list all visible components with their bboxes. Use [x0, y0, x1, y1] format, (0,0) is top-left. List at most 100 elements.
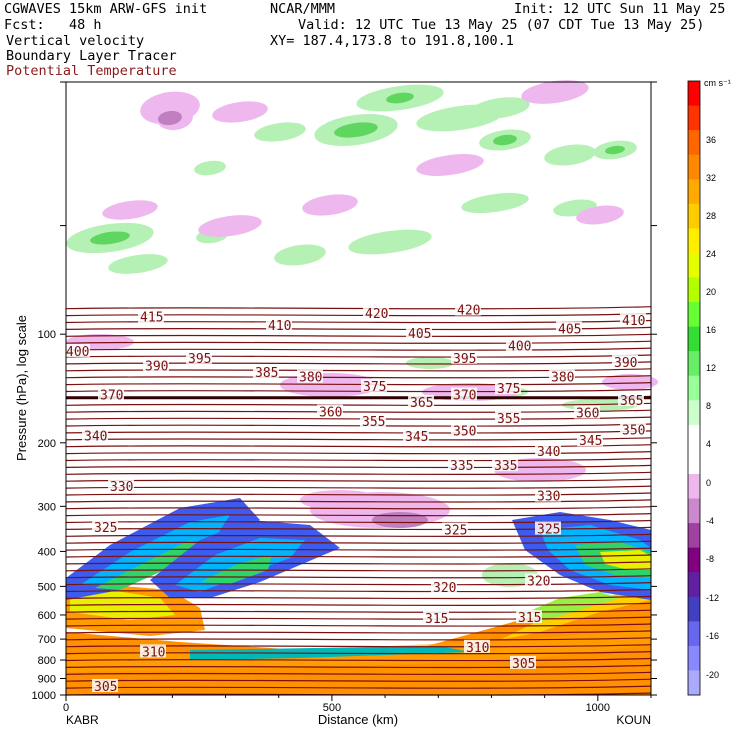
- theta-label-bg: [556, 321, 582, 335]
- theta-label-bg: [363, 306, 389, 320]
- descent-region: [140, 91, 200, 125]
- isentrope-line: [65, 382, 652, 386]
- theta-label-bg: [620, 422, 646, 436]
- theta-label: 400: [508, 339, 531, 354]
- colorbar-swatch: [688, 81, 700, 107]
- isentrope-line: [65, 651, 652, 655]
- isentrope-line: [65, 575, 652, 579]
- isentrope-line: [65, 464, 652, 469]
- theta-label-bg: [92, 678, 118, 692]
- descent-region: [521, 80, 589, 104]
- axes: 100 200 300 400 500 600 700 800 900 1000 0 500 1000: [32, 81, 657, 714]
- theta-labels: 415 410 420 420 405 405 410 400 390 395 395 400 390 3…: [64, 302, 646, 695]
- center-label: NCAR/MMM: [270, 1, 336, 17]
- theta-label-bg: [98, 387, 124, 401]
- theta-label: 340: [537, 445, 560, 460]
- theta-label-bg: [612, 354, 638, 368]
- colorbar-swatch: [688, 179, 700, 205]
- ascent-region: [544, 144, 596, 166]
- isentrope-line: [65, 306, 652, 310]
- theta-label: 410: [268, 319, 291, 334]
- theta-label: 310: [142, 645, 165, 660]
- isentrope-line: [65, 671, 652, 675]
- theta-label: 350: [453, 424, 476, 439]
- colorbar-swatch: [688, 105, 700, 131]
- ascent-core: [334, 122, 378, 138]
- descent-region: [198, 215, 262, 237]
- isentrope-line: [65, 609, 652, 613]
- isentrope-line: [65, 568, 652, 572]
- isentrope-line: [65, 664, 652, 669]
- isentrope-line: [65, 616, 652, 620]
- theta-label-bg: [535, 521, 561, 535]
- isentrope-line: [65, 533, 652, 537]
- theta-label: 390: [614, 356, 637, 371]
- isentrope-line: [65, 685, 652, 689]
- isentrope-line: [65, 519, 652, 524]
- colorbar-label: -20: [706, 670, 719, 680]
- theta-label-bg: [423, 610, 449, 624]
- y-tick-label: 1000: [32, 690, 56, 702]
- colorbar-swatch: [688, 596, 700, 622]
- y-tick-label: 800: [38, 655, 56, 667]
- theta-label-bg: [535, 443, 561, 457]
- theta-label-bg: [618, 392, 644, 406]
- theta-label-bg: [549, 369, 575, 383]
- colorbar-swatch: [688, 130, 700, 156]
- theta-label: 380: [299, 371, 322, 386]
- theta-label-bg: [506, 338, 532, 352]
- theta-label-bg: [138, 309, 164, 323]
- theta-label: 305: [512, 657, 535, 672]
- isentrope-line: [65, 554, 652, 558]
- theta-label: 380: [551, 371, 574, 386]
- theta-label-bg: [361, 378, 387, 392]
- theta-label-bg: [108, 478, 134, 492]
- colorbar-label: 20: [706, 287, 716, 297]
- colorbar-label: 36: [706, 135, 716, 145]
- isentrope-line: [65, 492, 652, 496]
- isentrope-line: [65, 416, 652, 420]
- theta-label: 370: [100, 389, 123, 404]
- isentrope-line: [65, 347, 652, 351]
- isentrope-line: [65, 561, 652, 565]
- theta-label-bg: [495, 411, 521, 425]
- colorbar-label: -12: [706, 593, 719, 603]
- theta-label: 350: [622, 424, 645, 439]
- field-potential-temperature: Potential Temperature: [6, 63, 177, 79]
- theta-label: 310: [466, 641, 489, 656]
- colorbar-units: cm s⁻¹: [704, 78, 731, 88]
- theta-label-bg: [495, 381, 521, 395]
- x-tick-label: 1000: [586, 702, 610, 714]
- isentrope-line: [65, 354, 652, 358]
- theta-label: 395: [453, 352, 476, 367]
- theta-label: 335: [450, 459, 473, 474]
- isentrope-line: [65, 451, 652, 455]
- ascent-core: [605, 145, 625, 155]
- isentrope-line: [65, 313, 652, 317]
- ascent-core: [386, 92, 414, 104]
- theta-label: 410: [622, 314, 645, 329]
- theta-label-bg: [451, 387, 477, 401]
- field-vertical-velocity: Vertical velocity: [6, 33, 145, 49]
- descent-region: [576, 205, 624, 225]
- isentrope-line: [65, 361, 652, 365]
- colorbar-swatch: [688, 228, 700, 254]
- ascent-region: [108, 254, 168, 274]
- isentrope-line: [65, 333, 652, 337]
- theta-label: 325: [537, 523, 560, 538]
- theta-label-bg: [140, 644, 166, 658]
- theta-label: 365: [410, 396, 433, 411]
- colorbar-label: 4: [706, 439, 711, 449]
- theta-label: 325: [94, 521, 117, 536]
- theta-label-bg: [64, 343, 90, 357]
- colorbar-swatch: [688, 277, 700, 303]
- theta-label-bg: [186, 350, 212, 364]
- isentrope-line: [65, 423, 652, 427]
- colorbar-swatch: [688, 621, 700, 647]
- theta-label-bg: [360, 413, 386, 427]
- theta-label: 385: [255, 366, 278, 381]
- ascent-region: [348, 229, 432, 255]
- theta-label: 420: [365, 307, 388, 322]
- theta-label-bg: [525, 573, 551, 587]
- theta-label: 420: [457, 304, 480, 319]
